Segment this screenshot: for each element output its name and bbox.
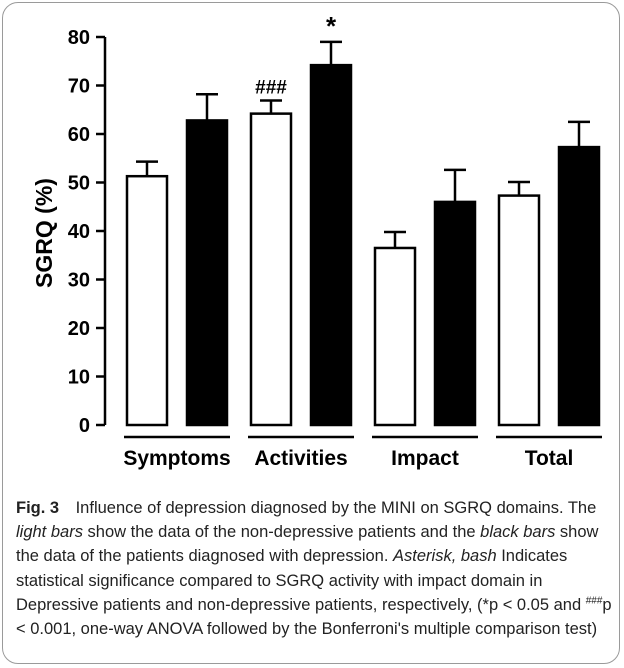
- y-tick-label: 20: [68, 318, 90, 340]
- figure-caption: Fig. 3 Influence of depression diagnosed…: [16, 496, 614, 641]
- caption-asterisk-bash: Asterisk, bash: [393, 547, 497, 566]
- bar: [373, 246, 417, 427]
- significance-marker: *: [326, 11, 337, 41]
- category-label: Impact: [391, 447, 459, 470]
- category-label: Activities: [254, 447, 347, 470]
- category-label: Total: [525, 447, 574, 470]
- y-tick-label: 30: [68, 270, 90, 292]
- caption-text-4: Indicates statistical significance compa…: [16, 547, 586, 614]
- bar-chart: SGRQ (%) 0 10 20 30 40 50 60 70 80 ### * Symptoms…: [31, 11, 602, 470]
- caption-light-bars: light bars: [16, 523, 83, 542]
- y-tick-label: 80: [68, 27, 90, 49]
- y-axis-label: SGRQ (%): [31, 178, 57, 288]
- caption-text-1: Influence of depression diagnosed by the…: [75, 499, 597, 517]
- caption-text-5: p < 0.001, one-way ANOVA followed by the…: [16, 595, 612, 639]
- category-label: Symptoms: [123, 447, 230, 470]
- bar: [249, 112, 293, 427]
- y-tick-label: 0: [79, 415, 90, 437]
- significance-marker: ###: [255, 78, 287, 99]
- bar: [185, 119, 229, 427]
- caption-black-bars: black bars: [480, 523, 556, 542]
- bar: [557, 145, 601, 427]
- bar: [497, 194, 541, 427]
- bar: [433, 200, 477, 427]
- caption-label: Fig. 3: [16, 499, 60, 517]
- y-tick-label: 50: [68, 173, 90, 195]
- y-tick-label: 60: [68, 124, 90, 146]
- caption-text-2: show the data of the non-depressive pati…: [82, 523, 481, 542]
- y-tick-label: 10: [68, 367, 90, 389]
- bar: [125, 174, 169, 427]
- bar: [309, 63, 353, 427]
- caption-hash-superscript: ###: [585, 595, 603, 607]
- caption-text-3: show the data of the patients diagnosed …: [16, 523, 599, 566]
- y-tick-label: 70: [68, 76, 90, 98]
- y-tick-label: 40: [68, 221, 90, 243]
